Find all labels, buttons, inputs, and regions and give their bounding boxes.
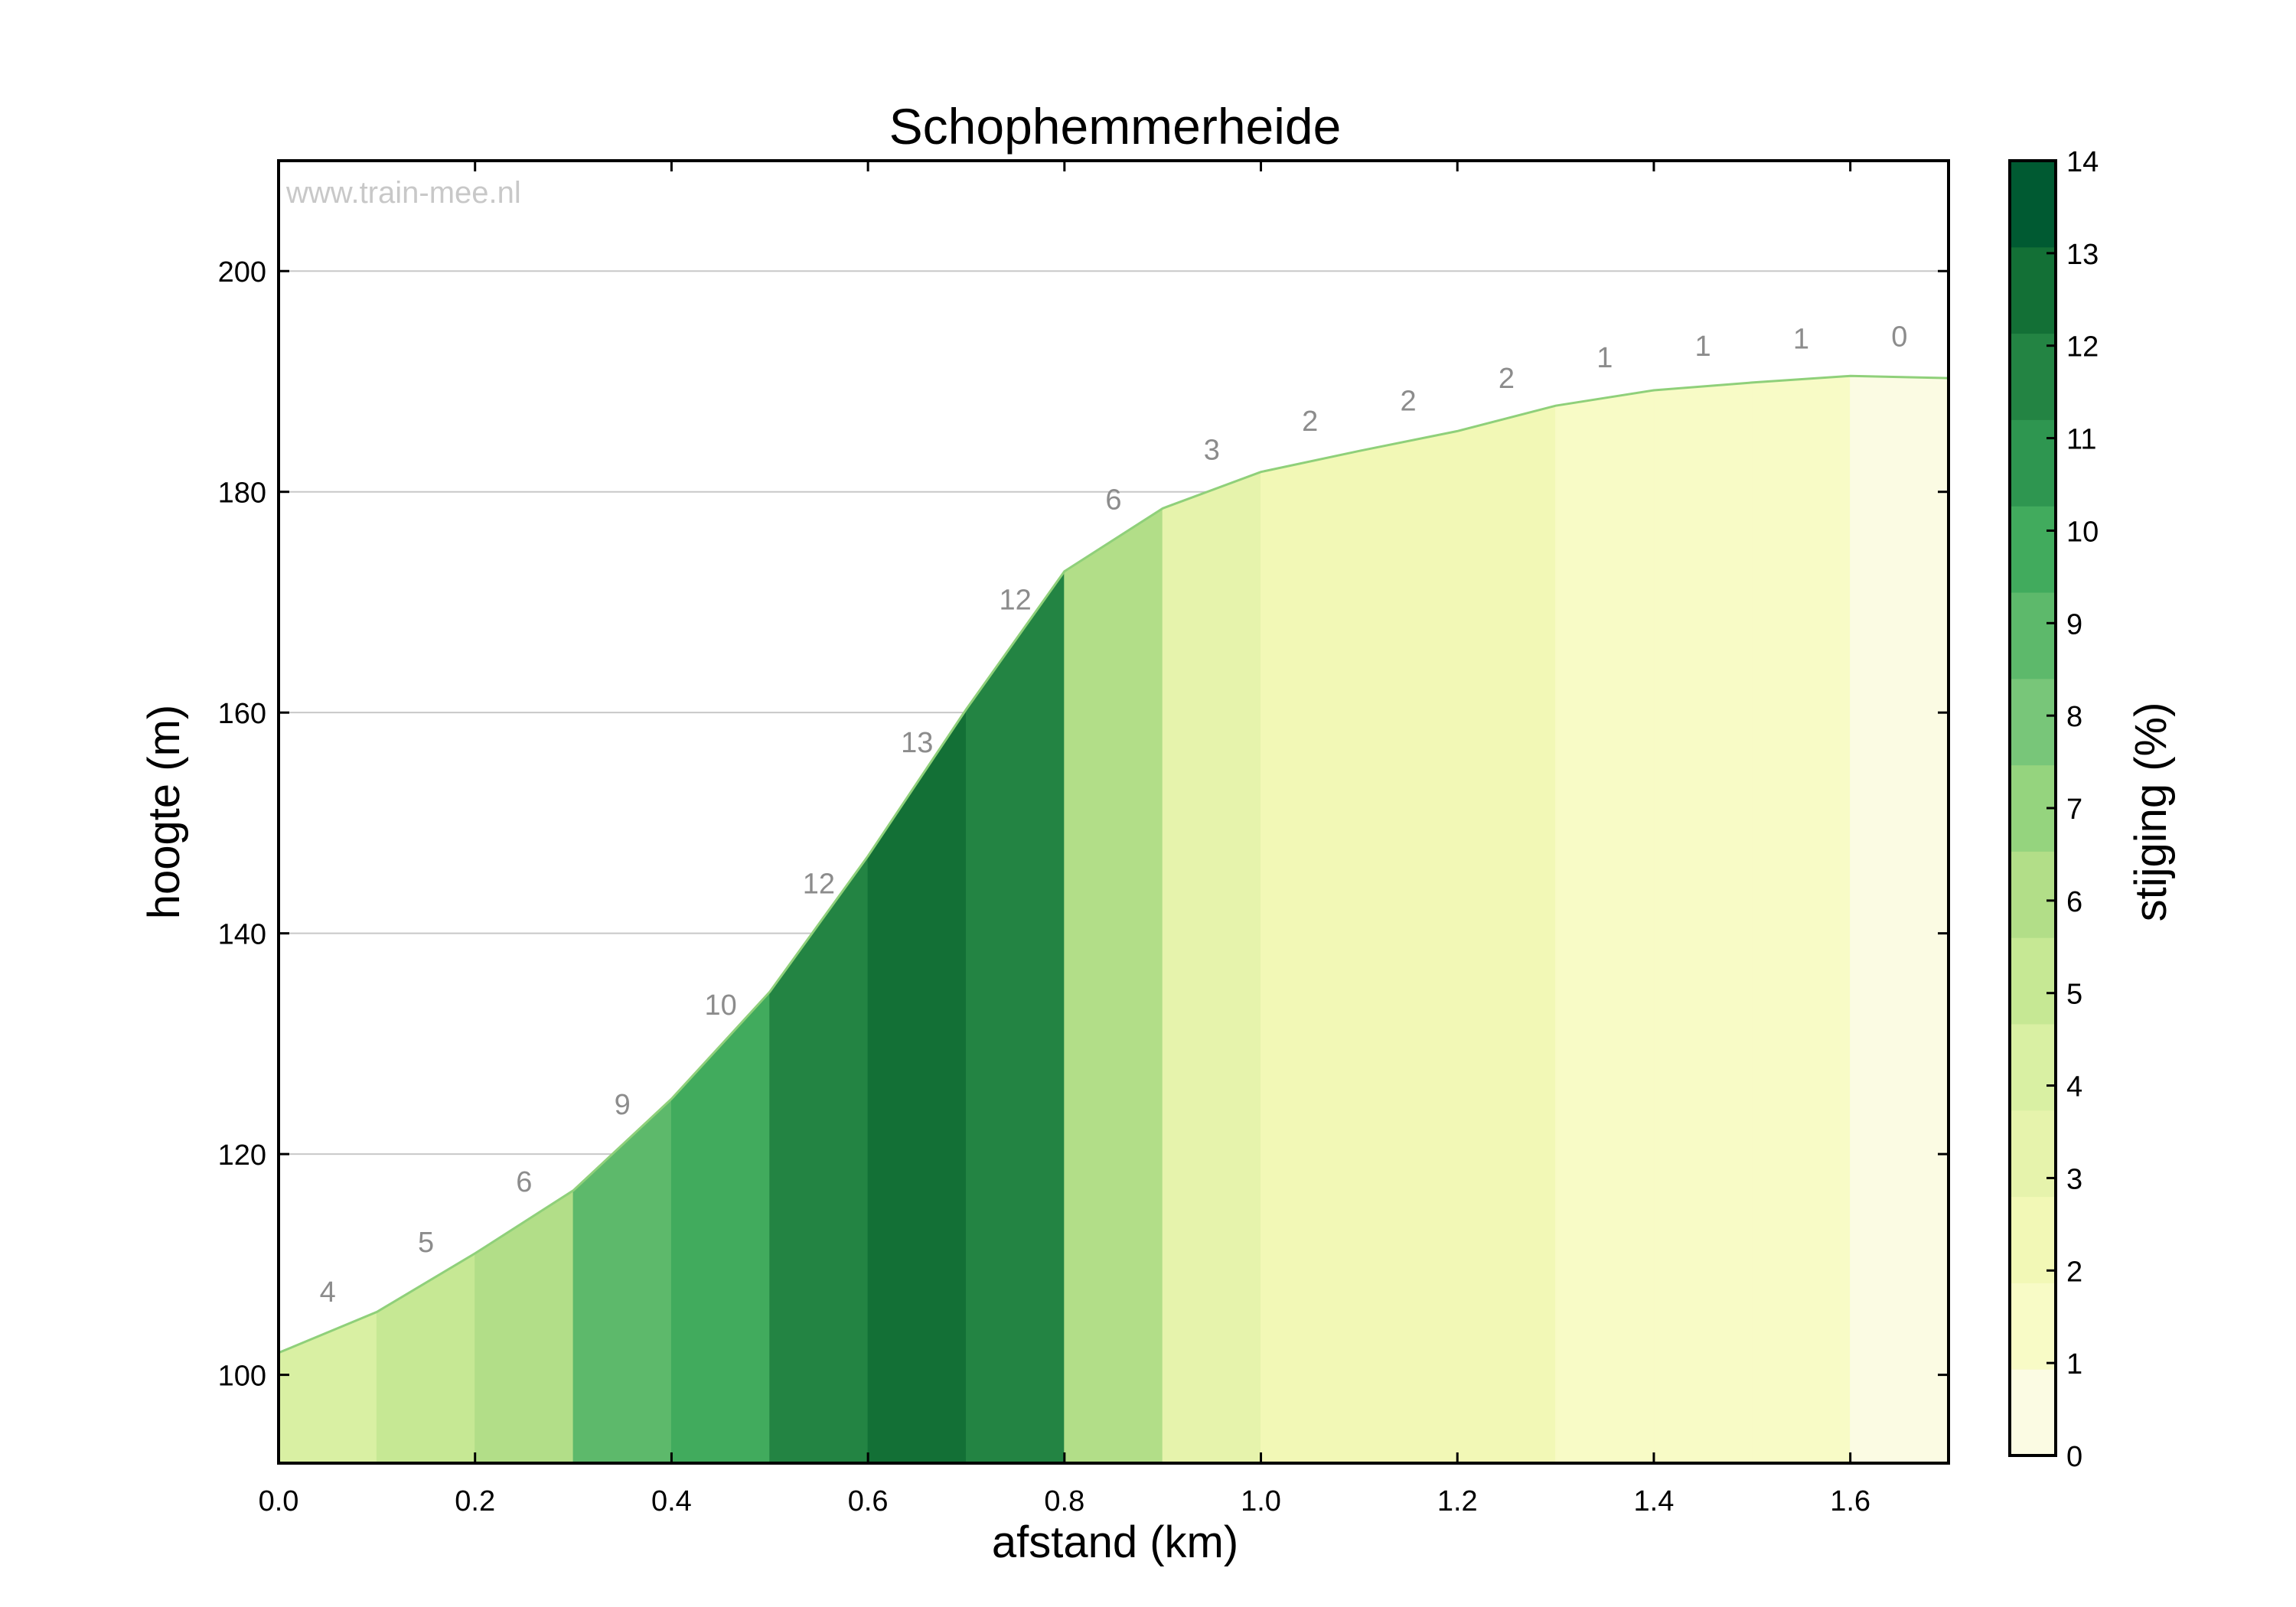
grade-label: 2 (1499, 363, 1515, 395)
grade-segment (278, 1311, 377, 1464)
x-tick-label: 1.4 (1634, 1485, 1675, 1517)
colorbar-swatch (2010, 1283, 2056, 1370)
colorbar-swatch (2010, 1110, 2056, 1198)
grade-label: 2 (1400, 385, 1416, 417)
colorbar-tick-label: 2 (2066, 1256, 2082, 1288)
y-tick-label: 160 (218, 698, 266, 730)
colorbar-tick-label: 0 (2066, 1441, 2082, 1473)
grade-segment (1850, 375, 1949, 1464)
colorbar-tick-label: 11 (2066, 424, 2096, 456)
grade-label: 5 (418, 1227, 434, 1259)
colorbar-swatch (2010, 161, 2056, 248)
colorbar-tick-label: 5 (2066, 979, 2082, 1011)
y-tick-label: 180 (218, 478, 266, 510)
grade-segment (1064, 507, 1163, 1464)
grade-segment (475, 1189, 574, 1464)
colorbar-swatch (2010, 1196, 2056, 1283)
grade-segment (1456, 405, 1557, 1464)
grade-segment (670, 990, 771, 1464)
y-tick-label: 200 (218, 256, 266, 288)
x-tick-label: 0.0 (259, 1485, 299, 1517)
chart-title: Schophemmerheide (889, 98, 1342, 155)
grade-segment (867, 708, 967, 1464)
grade-segment (1653, 382, 1753, 1464)
colorbar-swatch (2010, 506, 2056, 593)
x-tick-label: 0.6 (848, 1485, 889, 1517)
colorbar-tick-label: 4 (2066, 1071, 2082, 1103)
colorbar-tick-label: 14 (2066, 146, 2099, 178)
colorbar-tick-label: 13 (2066, 239, 2099, 271)
colorbar-tick-label: 12 (2066, 331, 2099, 363)
grade-label: 2 (1302, 406, 1318, 438)
grade-segment (1751, 375, 1851, 1464)
grade-segment (1162, 471, 1261, 1464)
colorbar-title: stijging (%) (2126, 702, 2176, 922)
colorbar-swatch (2010, 851, 2056, 938)
x-axis: 0.0 0.2 0.4 0.6 0.8 1.0 1.2 1.4 1.6 (259, 161, 1870, 1517)
grade-segment (1358, 430, 1458, 1464)
colorbar-swatch (2010, 678, 2056, 766)
colorbar-swatch (2010, 333, 2056, 420)
colorbar-tick-label: 8 (2066, 701, 2082, 733)
grade-label: 1 (1793, 324, 1809, 356)
grade-label: 3 (1204, 435, 1220, 467)
colorbar-tick-label: 10 (2066, 516, 2099, 548)
colorbar-tick-label: 9 (2066, 608, 2082, 641)
grade-label: 1 (1596, 342, 1613, 374)
x-tick-label: 0.4 (651, 1485, 692, 1517)
x-tick-label: 0.8 (1044, 1485, 1084, 1517)
grade-label: 12 (1000, 585, 1032, 617)
colorbar-swatch (2010, 592, 2056, 680)
x-tick-label: 1.6 (1830, 1485, 1870, 1517)
x-tick-label: 0.2 (455, 1485, 495, 1517)
y-tick-label: 140 (218, 919, 266, 951)
colorbar-tick-label: 3 (2066, 1163, 2082, 1195)
grade-label: 12 (803, 868, 835, 900)
colorbar-swatch (2010, 419, 2056, 507)
grade-segments (278, 375, 1949, 1464)
x-tick-label: 1.2 (1437, 1485, 1478, 1517)
grade-label: 4 (320, 1276, 336, 1309)
grade-label: 10 (704, 989, 736, 1022)
y-axis-title: hoogte (m) (139, 705, 189, 919)
colorbar-swatch (2010, 937, 2056, 1025)
grade-segment (966, 570, 1065, 1464)
colorbar-tick-label: 1 (2066, 1348, 2082, 1380)
colorbar-swatch (2010, 1024, 2056, 1111)
colorbar-tick-label: 6 (2066, 886, 2082, 918)
profile-line (278, 374, 1949, 1354)
grade-segment (1555, 390, 1655, 1464)
profile-line-layer (278, 374, 1949, 1354)
grade-label: 9 (615, 1089, 631, 1121)
watermark-text: www.train-mee.nl (285, 176, 521, 210)
grade-label: 13 (901, 727, 933, 759)
colorbar-tick-label: 7 (2066, 794, 2082, 826)
grade-label: 0 (1891, 321, 1907, 354)
grade-segment (1261, 450, 1360, 1464)
grade-segment (769, 855, 869, 1464)
colorbar-swatch (2010, 1369, 2056, 1456)
grade-segment (376, 1253, 476, 1464)
y-tick-label: 100 (218, 1361, 266, 1393)
grade-label: 1 (1695, 331, 1711, 363)
x-axis-title: afstand (km) (992, 1517, 1238, 1567)
x-tick-label: 1.0 (1241, 1485, 1281, 1517)
plot-frame (277, 159, 1950, 1465)
colorbar-swatch (2010, 246, 2056, 334)
grade-label: 6 (516, 1166, 532, 1198)
grade-label: 6 (1105, 484, 1121, 516)
y-tick-label: 120 (218, 1139, 266, 1172)
